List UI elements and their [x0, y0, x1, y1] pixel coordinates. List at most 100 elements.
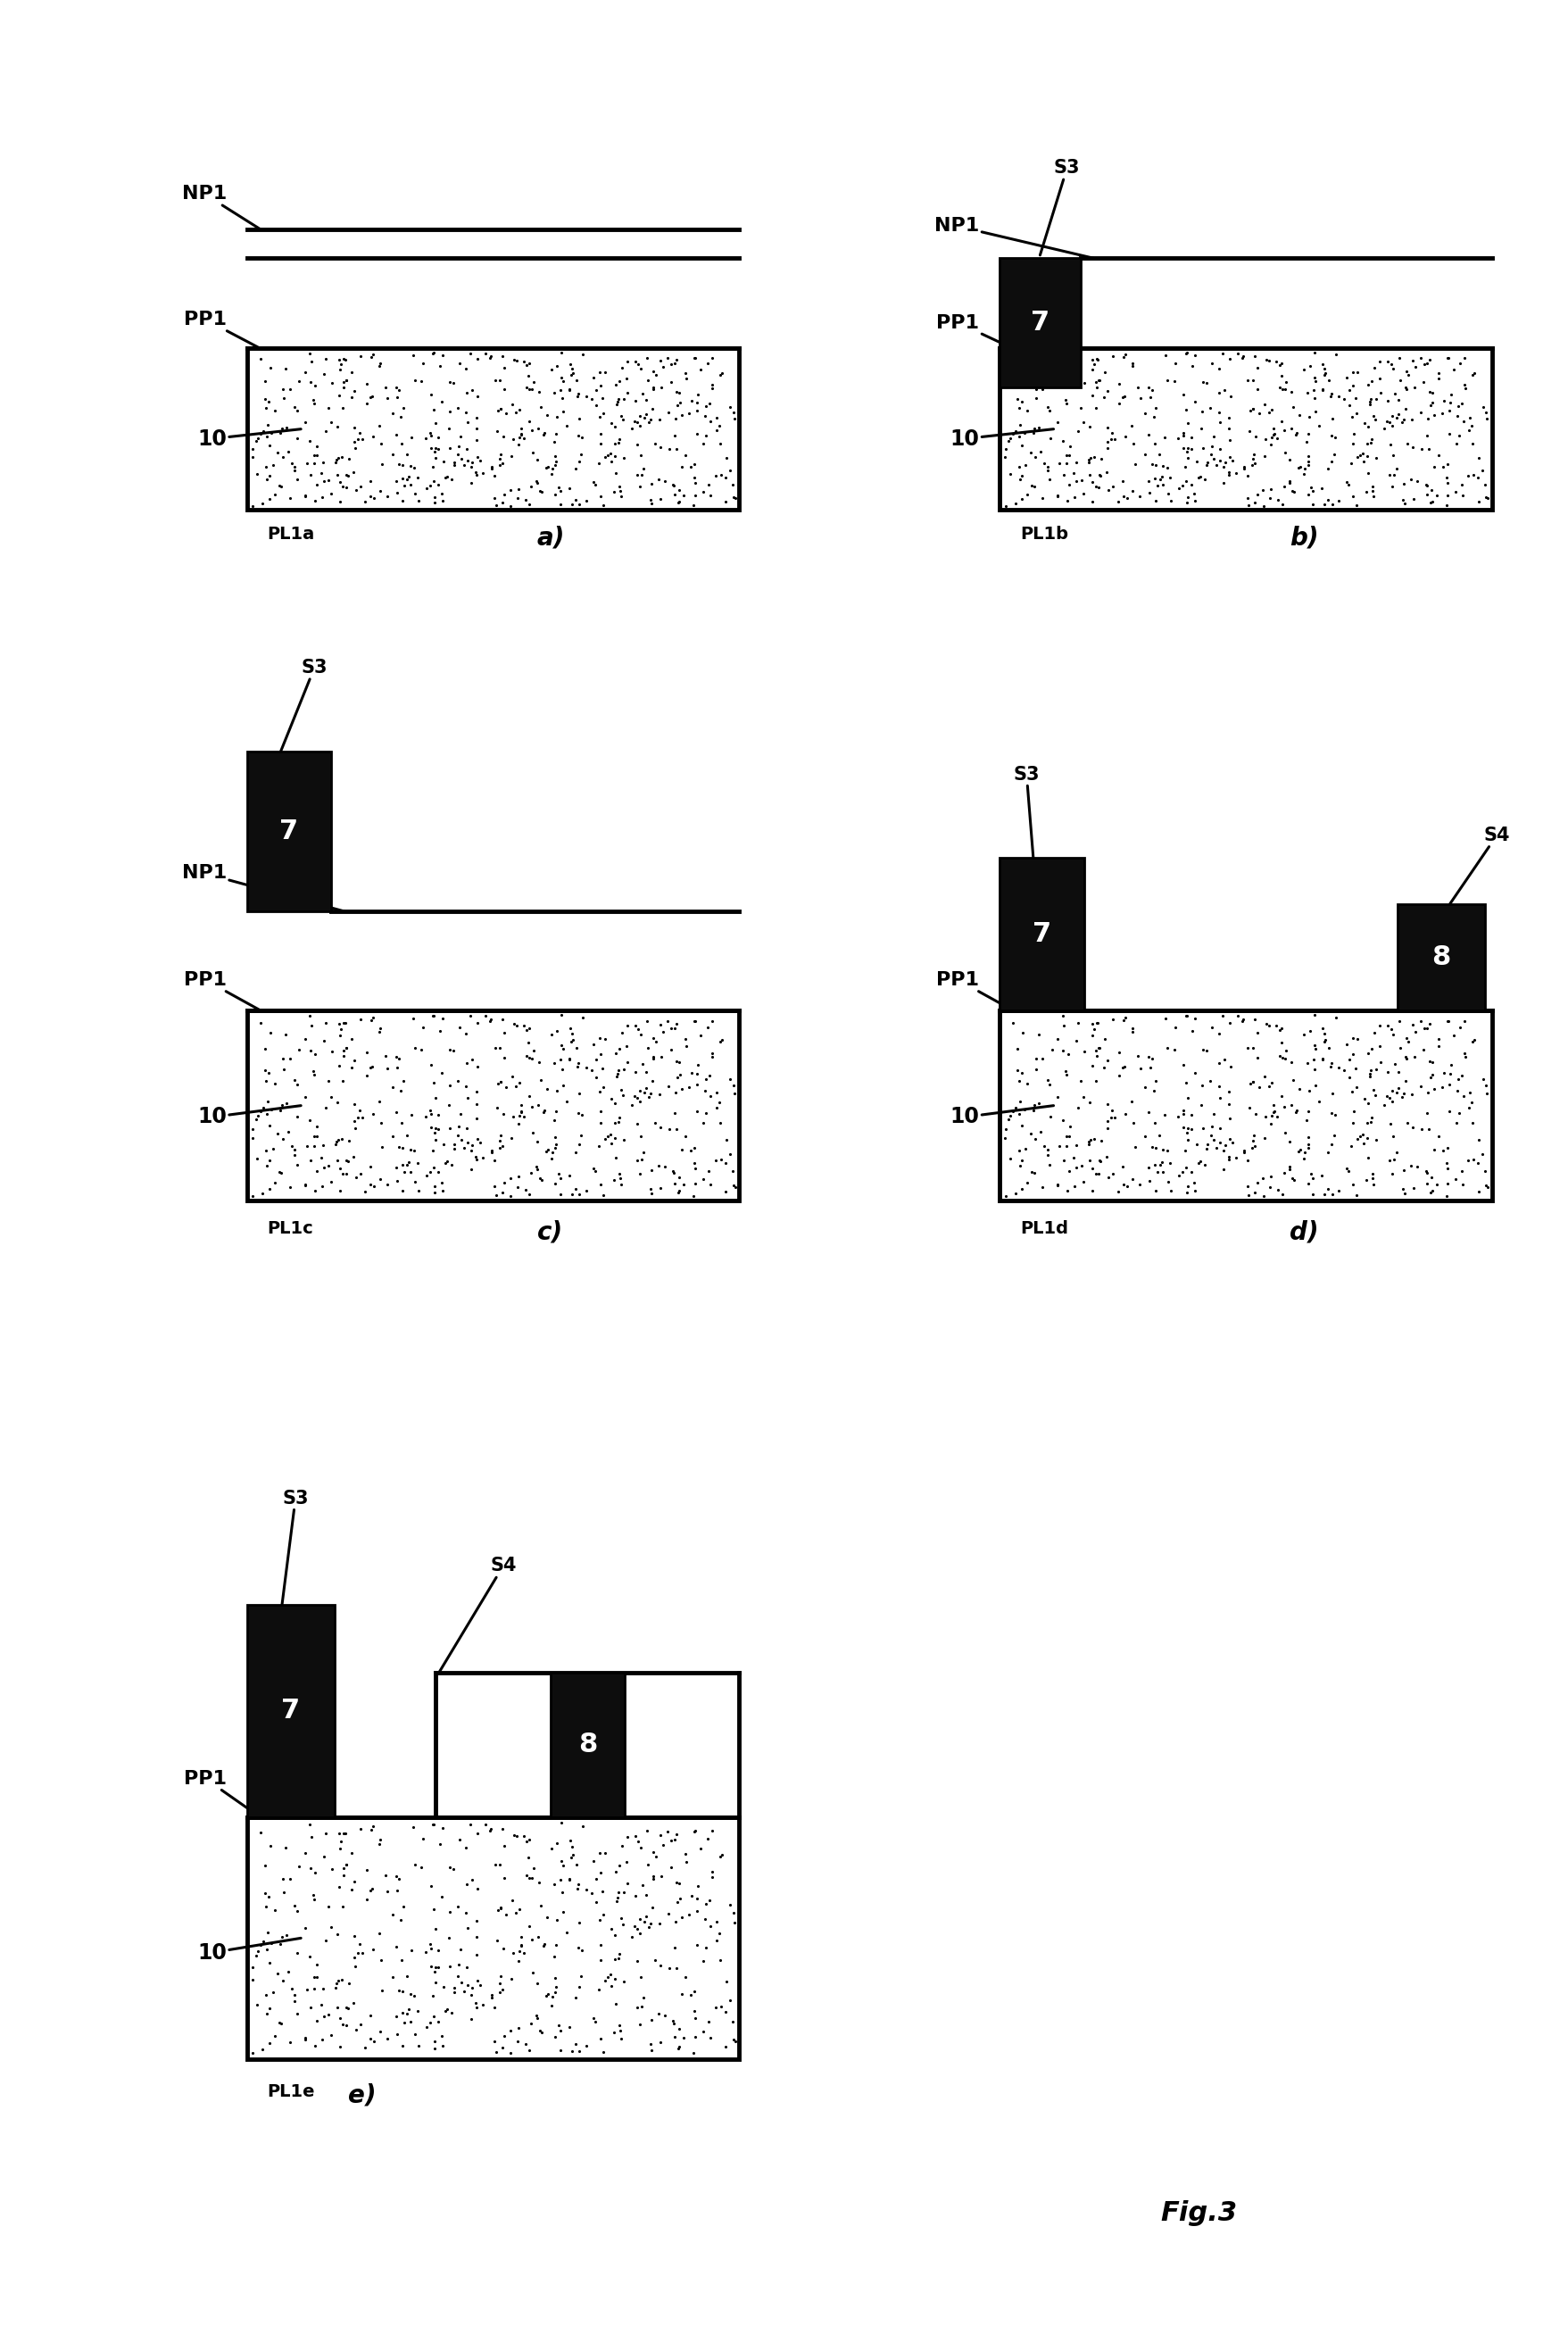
Point — [1400, 401, 1425, 438]
Point — [511, 1933, 536, 1970]
Point — [1120, 408, 1145, 445]
Point — [439, 1994, 464, 2031]
Point — [459, 1977, 485, 2015]
Point — [549, 1026, 574, 1064]
Point — [564, 1870, 590, 1907]
Point — [334, 1155, 359, 1193]
Point — [682, 1003, 707, 1040]
Point — [254, 389, 279, 426]
Point — [605, 382, 630, 419]
Point — [1113, 1097, 1138, 1134]
Point — [1163, 344, 1189, 382]
Point — [1301, 1040, 1327, 1078]
Point — [318, 2017, 343, 2055]
Point — [619, 1919, 644, 1956]
Point — [1276, 1150, 1301, 1188]
Point — [1101, 337, 1126, 375]
Point — [1152, 1000, 1178, 1038]
Point — [453, 1828, 478, 1865]
Point — [1005, 361, 1030, 398]
Point — [1030, 1040, 1055, 1078]
Point — [550, 363, 575, 401]
Point — [643, 1022, 668, 1059]
Point — [1341, 1167, 1366, 1204]
Point — [412, 1097, 437, 1134]
Point — [359, 377, 384, 415]
Point — [1174, 478, 1200, 515]
Point — [713, 2029, 739, 2067]
Point — [1179, 431, 1204, 469]
Point — [1088, 1122, 1113, 1160]
Point — [1402, 368, 1427, 405]
Point — [1080, 1005, 1105, 1043]
Point — [375, 1167, 400, 1204]
Point — [1295, 476, 1320, 513]
Point — [500, 384, 525, 422]
Point — [569, 1931, 594, 1968]
Point — [506, 419, 532, 457]
Point — [1317, 377, 1342, 415]
Point — [447, 344, 472, 382]
Point — [1176, 403, 1201, 440]
Point — [1386, 382, 1411, 419]
Point — [499, 1179, 524, 1216]
Point — [455, 1966, 480, 2003]
Point — [1380, 1118, 1405, 1155]
Point — [574, 1050, 599, 1087]
Point — [1359, 1160, 1385, 1197]
Point — [1295, 1164, 1320, 1202]
Point — [527, 1865, 552, 1903]
Point — [541, 422, 566, 459]
Point — [612, 1874, 637, 1912]
Point — [1317, 361, 1342, 398]
Point — [1358, 424, 1383, 462]
Point — [488, 440, 513, 478]
Point — [423, 403, 448, 440]
Point — [301, 1127, 326, 1164]
Point — [682, 445, 707, 483]
Point — [1171, 375, 1196, 412]
Point — [430, 1879, 455, 1917]
Point — [1217, 1073, 1242, 1111]
Point — [1245, 370, 1270, 408]
Point — [1014, 1164, 1040, 1202]
Point — [1422, 1071, 1447, 1108]
Point — [1083, 1005, 1109, 1043]
Point — [566, 1045, 591, 1082]
Point — [1367, 373, 1392, 410]
Text: PL1e: PL1e — [267, 2083, 315, 2099]
Point — [492, 349, 517, 387]
Point — [1008, 382, 1033, 419]
Point — [433, 1992, 458, 2029]
Point — [262, 1164, 287, 1202]
Point — [279, 1970, 304, 2008]
Point — [1212, 1127, 1237, 1164]
Point — [1267, 1010, 1292, 1047]
Point — [1245, 1164, 1270, 1202]
Point — [430, 382, 455, 419]
Point — [1083, 1038, 1109, 1075]
Point — [1242, 1174, 1267, 1211]
Point — [262, 1891, 287, 1928]
Point — [544, 1092, 569, 1129]
Point — [659, 1849, 684, 1886]
Point — [334, 1989, 359, 2027]
Point — [367, 408, 392, 445]
Point — [419, 417, 444, 455]
Point — [1363, 1075, 1388, 1113]
Point — [1237, 1064, 1262, 1101]
Point — [1286, 450, 1311, 487]
Point — [1414, 466, 1439, 504]
Point — [590, 380, 615, 417]
Point — [641, 1038, 666, 1075]
Point — [690, 2013, 715, 2050]
Point — [1449, 1057, 1474, 1094]
Point — [398, 2003, 423, 2041]
Point — [426, 1111, 452, 1148]
Point — [447, 429, 472, 466]
Point — [1091, 1019, 1116, 1057]
Point — [1029, 433, 1054, 471]
Point — [1132, 436, 1157, 473]
Point — [1394, 1038, 1419, 1075]
Point — [1256, 342, 1281, 380]
